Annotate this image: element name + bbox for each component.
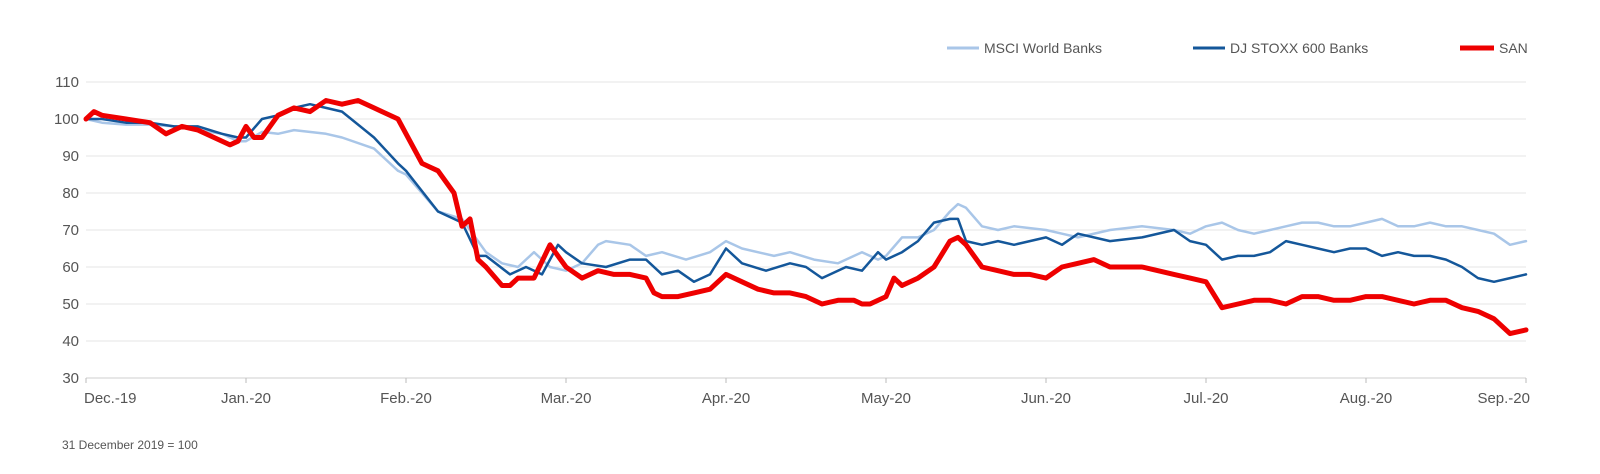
x-tick-label: May-20 xyxy=(861,390,911,407)
y-tick-label: 80 xyxy=(62,185,79,202)
gridlines xyxy=(86,81,1526,379)
y-tick-label: 70 xyxy=(62,222,79,239)
x-tick-label: Feb.-20 xyxy=(380,390,432,407)
x-tick-label: Dec.-19 xyxy=(84,390,137,407)
y-tick-label: 110 xyxy=(55,74,79,91)
y-axis: 30 40 50 60 70 80 90 100 110 xyxy=(54,74,79,387)
x-tick-label: Jul.-20 xyxy=(1183,390,1228,407)
legend-label: MSCI World Banks xyxy=(984,40,1102,56)
series-lines xyxy=(83,98,1529,337)
x-tick-label: Jan.-20 xyxy=(221,390,271,407)
legend-label: SAN xyxy=(1499,40,1528,56)
legend: MSCI World Banks DJ STOXX 600 Banks SAN xyxy=(947,40,1528,56)
y-tick-label: 30 xyxy=(62,370,79,387)
x-tick-label: Apr.-20 xyxy=(702,390,750,407)
series-line-2 xyxy=(83,98,1529,337)
series-line-0 xyxy=(84,117,1528,272)
series-line-1 xyxy=(84,102,1528,284)
legend-label: DJ STOXX 600 Banks xyxy=(1230,40,1368,56)
y-tick-label: 100 xyxy=(54,111,79,128)
x-tick-label: Aug.-20 xyxy=(1340,390,1393,407)
x-tick-label: Jun.-20 xyxy=(1021,390,1071,407)
x-tick-label: Sep.-20 xyxy=(1477,390,1530,407)
y-tick-label: 90 xyxy=(62,148,79,165)
y-tick-label: 50 xyxy=(62,296,79,313)
y-tick-label: 60 xyxy=(62,259,79,276)
footnote: 31 December 2019 = 100 xyxy=(62,438,198,452)
x-axis: Dec.-19 Jan.-20 Feb.-20 Mar.-20 Apr.-20 May-2… xyxy=(84,378,1530,407)
y-tick-label: 40 xyxy=(62,333,79,350)
x-tick-label: Mar.-20 xyxy=(541,390,592,407)
